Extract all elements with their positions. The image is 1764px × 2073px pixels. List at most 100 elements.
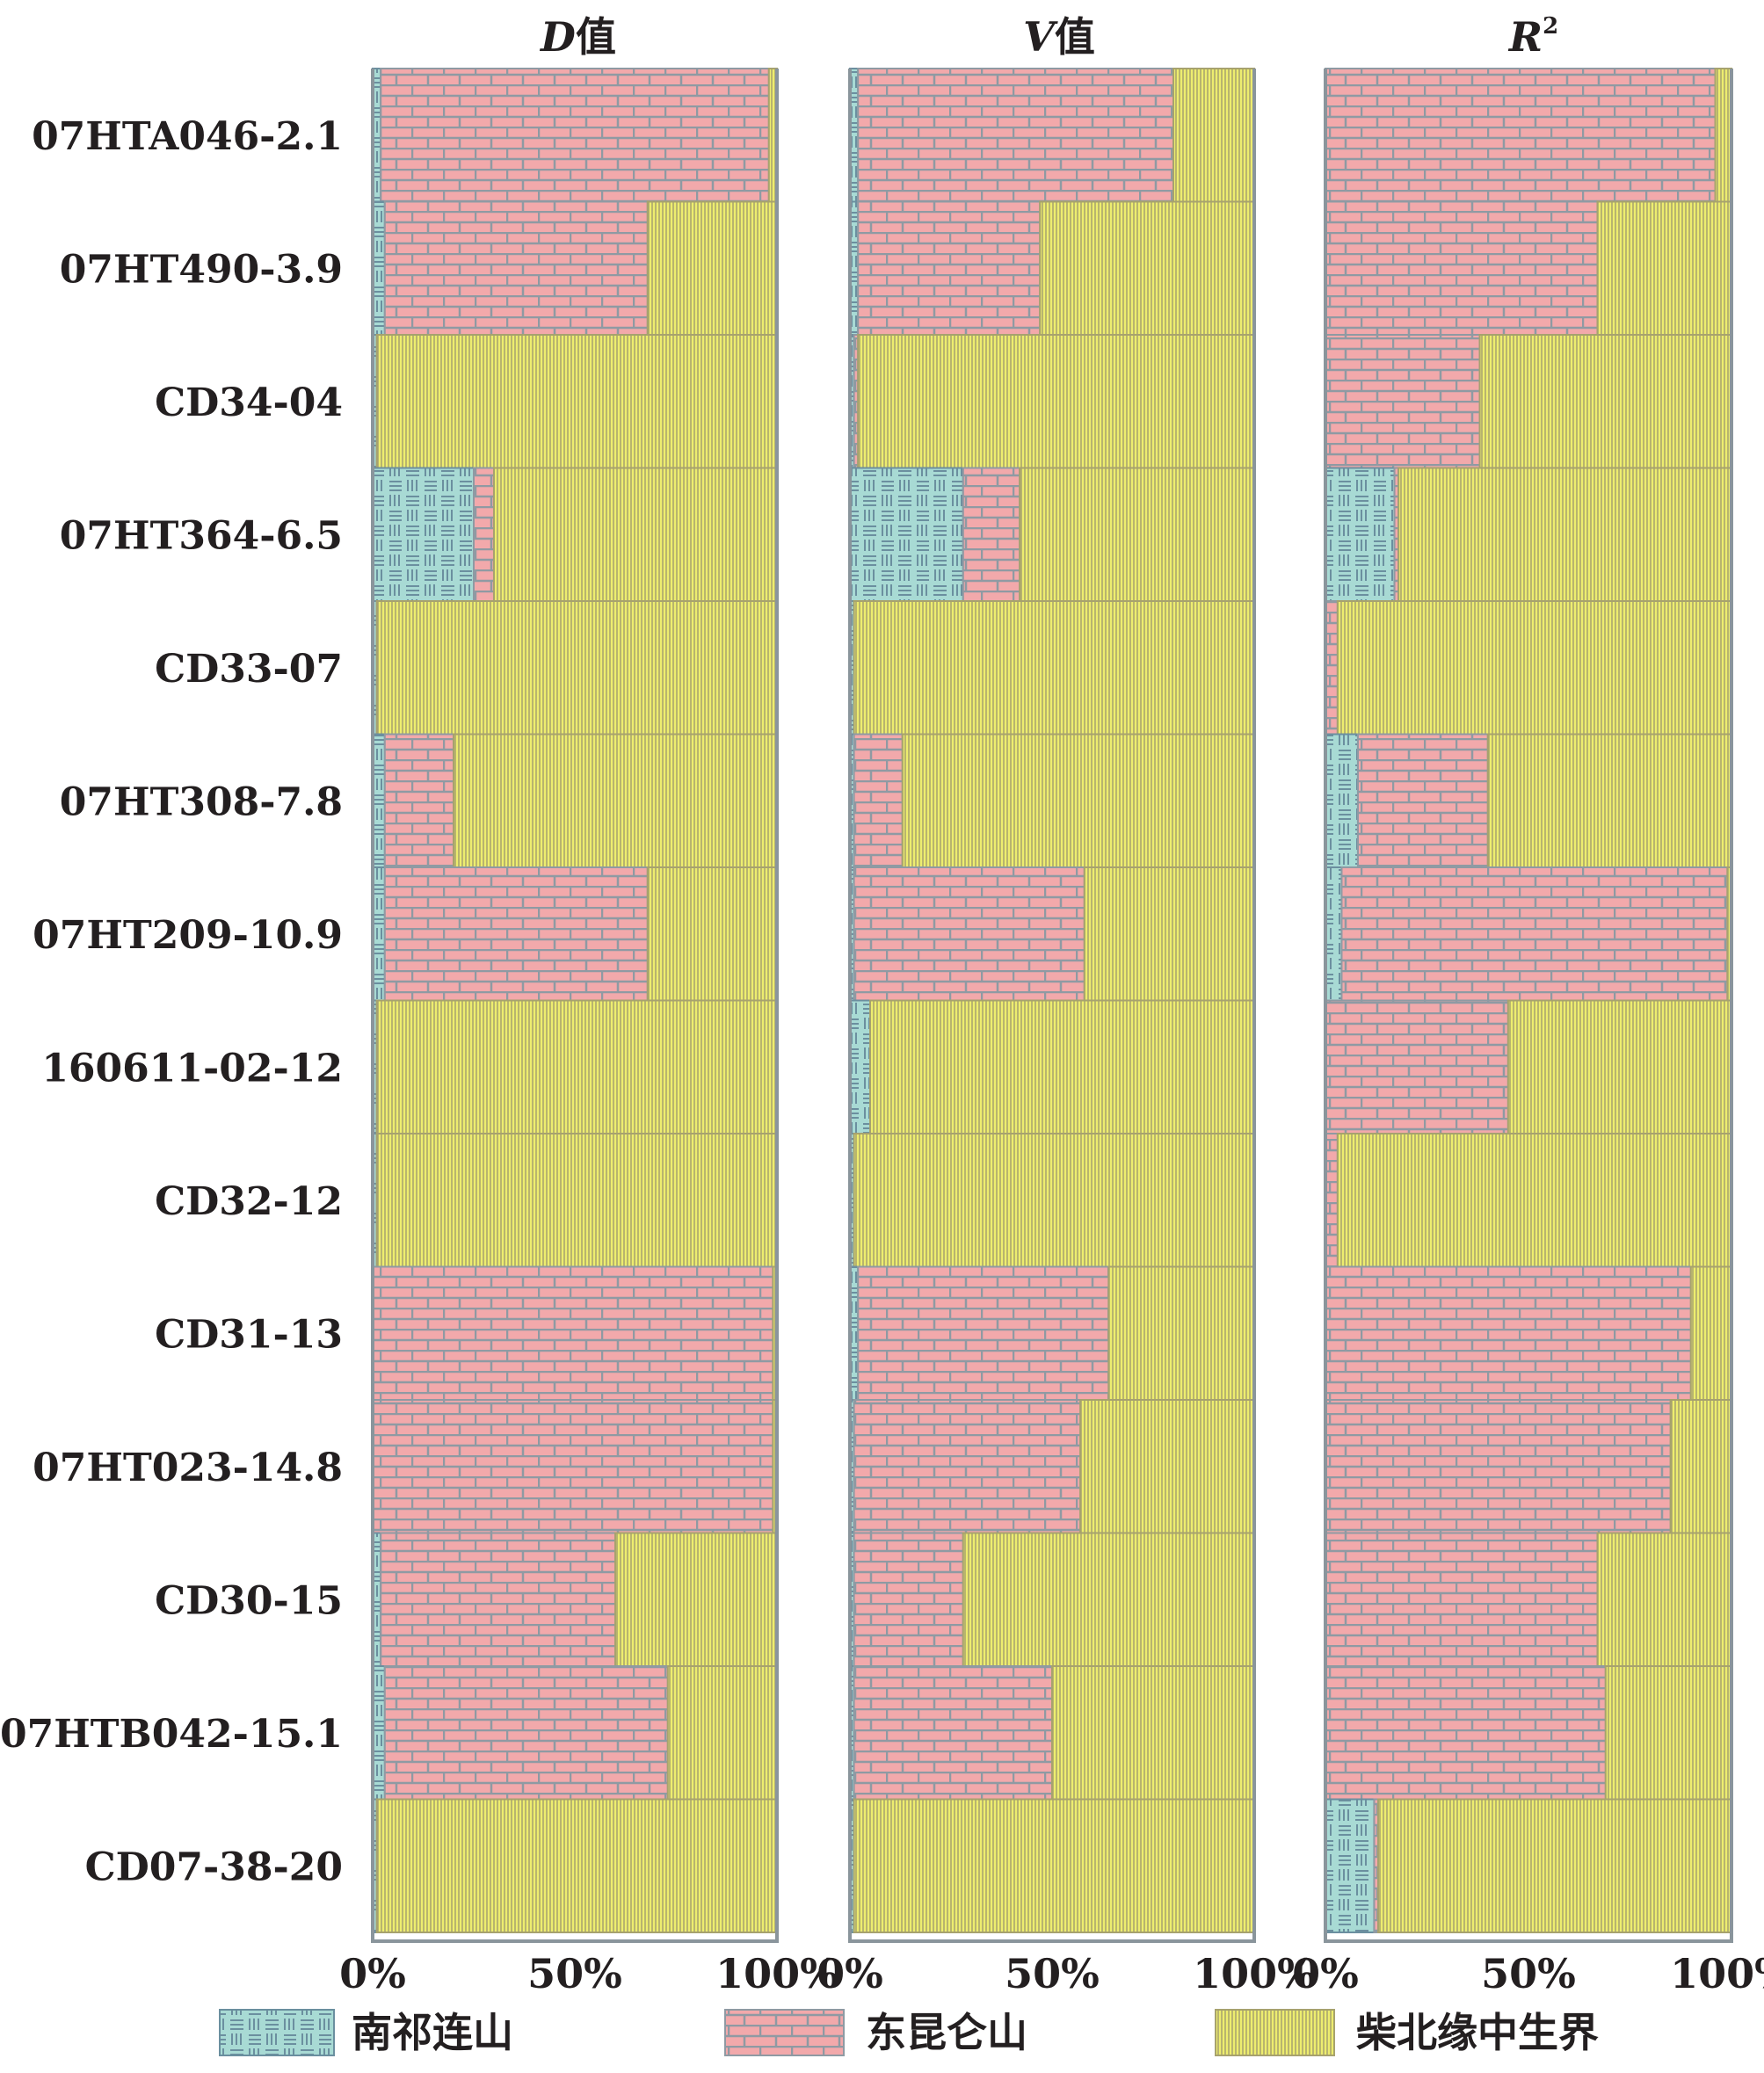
x-tick-label: 0% [1292, 1950, 1359, 1997]
bar-v-dkl [853, 1665, 1053, 1801]
bar-r2-cbmz [1377, 1798, 1733, 1933]
panel-title-v: V值 [1023, 13, 1095, 61]
bar-v-cbmz [1172, 68, 1255, 203]
bar-d-cbmz [453, 733, 778, 868]
category-labels: 07HTA046-2.1 07HT490-3.9 CD34-04 07HT364-6.… [0, 114, 343, 1890]
bar-v-dkl [853, 1399, 1082, 1534]
legend: 南祁连山 东昆仑山 柴北缘中生界 [219, 2009, 1599, 2056]
category-label: 160611-02-12 [41, 1046, 343, 1091]
bar-r2-cbmz [1397, 467, 1733, 602]
category-label: CD34-04 [155, 381, 343, 425]
bar-r2-dkl [1325, 1133, 1339, 1268]
category-label: 07HTB042-15.1 [0, 1712, 343, 1757]
x-tick-label: 100% [715, 1950, 838, 1997]
bar-v-cbmz [1019, 467, 1255, 602]
panel-v: 0% 50% 100% [817, 68, 1316, 1997]
bar-d-dkl [383, 866, 649, 1002]
bar-d-nql [372, 1665, 386, 1801]
x-tick-label: 0% [817, 1950, 883, 1997]
bar-r2-cbmz [1669, 1399, 1732, 1534]
legend-label-cbmz: 柴北缘中生界 [1356, 2009, 1599, 2056]
legend-item-nql: 南祁连山 [219, 2009, 513, 2056]
bar-v-cbmz [853, 600, 1255, 736]
bar-d-dkl [372, 1265, 774, 1401]
bar-r2-cbmz [1486, 733, 1733, 868]
x-tick-label: 100% [1670, 1950, 1764, 1997]
bar-v-cbmz [1083, 866, 1256, 1002]
bar-d-cbmz [375, 999, 778, 1134]
bar-v-dkl [853, 733, 904, 868]
bar-d-cbmz [646, 866, 778, 1002]
bar-r2-dkl [1356, 733, 1489, 868]
bar-d-cbmz [614, 1532, 778, 1667]
bar-r2-dkl [1325, 68, 1717, 203]
bar-v-cbmz [869, 999, 1255, 1134]
panel-r2: 0% 50% 100% [1292, 68, 1764, 1997]
x-tick-label: 50% [1481, 1950, 1576, 1997]
bar-v-cbmz [853, 1133, 1255, 1268]
bar-r2-cbmz [1596, 1532, 1733, 1667]
bar-v-dkl [962, 467, 1021, 602]
legend-label-nql: 南祁连山 [352, 2009, 513, 2056]
bar-d-dkl [380, 68, 770, 203]
legend-swatch-dkl [724, 2009, 845, 2056]
panel-title-r2-sup: 2 [1543, 13, 1558, 40]
bar-r2-dkl [1325, 334, 1481, 469]
bar-d-cbmz [375, 1133, 778, 1268]
bar-r2-cbmz [1478, 334, 1733, 469]
category-label: CD30-15 [155, 1578, 343, 1623]
bar-d-dkl [383, 1665, 669, 1801]
bar-v-cbmz [853, 1798, 1255, 1933]
category-label: 07HT490-3.9 [60, 247, 343, 292]
panel-title-v-suffix: 值 [1055, 13, 1095, 61]
bar-v-cbmz [1079, 1399, 1255, 1534]
panel-title-v-var: V [1023, 13, 1058, 61]
x-tick-label: 0% [339, 1950, 406, 1997]
bar-d-dkl [383, 200, 649, 336]
bar-r2-dkl [1325, 999, 1509, 1134]
bar-r2-cbmz [1714, 68, 1733, 203]
category-label: 07HT023-14.8 [33, 1446, 343, 1490]
bar-r2-dkl [1325, 1532, 1599, 1667]
bar-r2-nql [1325, 467, 1396, 602]
x-tick-label: 50% [1005, 1950, 1100, 1997]
legend-item-cbmz: 柴北缘中生界 [1215, 2009, 1599, 2056]
bar-v-cbmz [962, 1532, 1256, 1667]
bar-d-dkl [380, 1532, 616, 1667]
panel-title-d: D值 [539, 13, 616, 61]
bar-d-dkl [473, 467, 495, 602]
category-label: CD31-13 [155, 1312, 343, 1357]
bar-r2-dkl [1325, 1399, 1672, 1534]
x-tick-label: 50% [527, 1950, 622, 1997]
bar-d-nql [372, 200, 386, 336]
bar-v-nql [849, 999, 871, 1134]
bar-d-nql [372, 467, 475, 602]
bar-v-nql [849, 467, 964, 602]
category-label: 07HT209-10.9 [33, 913, 343, 958]
bar-d-cbmz [375, 1798, 778, 1933]
panel-title-d-var: D [539, 13, 576, 61]
bar-v-dkl [853, 866, 1085, 1002]
bar-r2-cbmz [1336, 600, 1732, 736]
bar-r2-cbmz [1506, 999, 1733, 1134]
bar-v-cbmz [901, 733, 1256, 868]
legend-label-dkl: 东昆仑山 [866, 2009, 1027, 2056]
bar-d-cbmz [375, 334, 778, 469]
bar-r2-nql [1325, 866, 1343, 1002]
bar-v-dkl [857, 68, 1174, 203]
category-label: 07HTA046-2.1 [32, 114, 343, 159]
bar-v-dkl [857, 1265, 1110, 1401]
bar-r2-cbmz [1596, 200, 1733, 336]
bar-r2-dkl [1325, 600, 1339, 736]
bar-v-dkl [857, 200, 1042, 336]
bar-v-dkl [853, 1532, 964, 1667]
bar-v-cbmz [1039, 200, 1255, 336]
bar-r2-dkl [1340, 866, 1729, 1002]
category-label: CD33-07 [155, 647, 343, 692]
bar-d-nql [372, 866, 386, 1002]
bar-d-cbmz [646, 200, 778, 336]
bar-d-cbmz [666, 1665, 778, 1801]
category-label: 07HT308-7.8 [60, 779, 343, 824]
bar-r2-cbmz [1689, 1265, 1733, 1401]
